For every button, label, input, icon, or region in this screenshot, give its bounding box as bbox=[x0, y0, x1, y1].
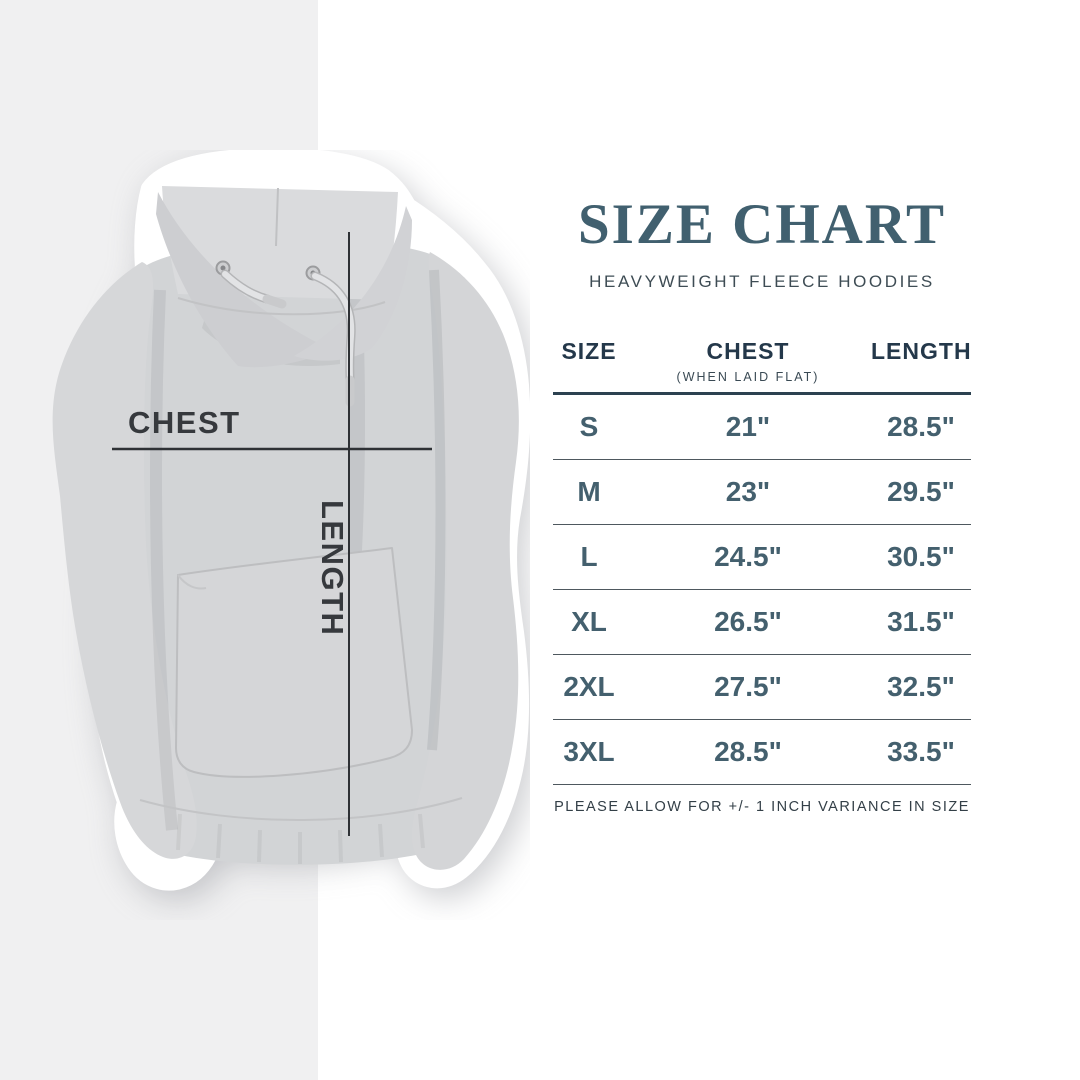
table-row: S 21" 28.5" bbox=[553, 395, 971, 460]
chest-cell: 23" bbox=[725, 476, 771, 507]
column-header-chest: CHEST (WHEN LAID FLAT) bbox=[625, 338, 871, 384]
length-cell: 28.5" bbox=[887, 411, 955, 442]
left-sleeve-seam-shadow bbox=[150, 289, 178, 831]
variance-footnote: PLEASE ALLOW FOR +/- 1 INCH VARIANCE IN … bbox=[554, 799, 970, 815]
chest-header-label: CHEST bbox=[706, 338, 790, 364]
length-header-label: LENGTH bbox=[871, 338, 972, 364]
table-row: 3XL 28.5" 33.5" bbox=[553, 720, 971, 785]
length-cell: 31.5" bbox=[887, 606, 955, 637]
size-chart-table: SIZE CHEST (WHEN LAID FLAT) LENGTH S 21"… bbox=[553, 338, 971, 815]
size-cell: M bbox=[577, 476, 601, 507]
left-eyelet-hole bbox=[220, 265, 226, 271]
length-cell: 29.5" bbox=[887, 476, 955, 507]
collar-seam bbox=[177, 297, 386, 316]
chest-header-subnote: (WHEN LAID FLAT) bbox=[676, 370, 820, 384]
hem-rib-texture bbox=[176, 813, 425, 864]
column-header-size: SIZE bbox=[553, 338, 625, 384]
chest-cell: 28.5" bbox=[714, 736, 782, 767]
hood-right-flap bbox=[294, 206, 412, 361]
page-subtitle: HEAVYWEIGHT FLEECE HOODIES bbox=[589, 272, 935, 291]
chest-cell: 27.5" bbox=[714, 671, 782, 702]
right-sleeve-seam-shadow bbox=[427, 269, 446, 751]
size-cell: 3XL bbox=[563, 736, 615, 767]
chest-cell: 21" bbox=[725, 411, 771, 442]
pocket-corner-stitch bbox=[177, 574, 207, 590]
length-cell: 33.5" bbox=[887, 736, 955, 767]
size-header-label: SIZE bbox=[561, 338, 617, 364]
chest-cell: 24.5" bbox=[714, 541, 782, 572]
table-row: M 23" 29.5" bbox=[553, 460, 971, 525]
table-row: L 24.5" 30.5" bbox=[553, 525, 971, 590]
length-cell: 32.5" bbox=[887, 671, 955, 702]
chest-cell: 26.5" bbox=[714, 606, 782, 637]
hem-seam bbox=[139, 797, 463, 822]
length-cell: 30.5" bbox=[887, 541, 955, 572]
page-title: SIZE CHART bbox=[577, 193, 946, 256]
kangaroo-pocket bbox=[175, 547, 413, 778]
left-drawstring-aglet bbox=[262, 294, 287, 309]
chest-measure-label: CHEST bbox=[128, 405, 241, 440]
table-row: XL 26.5" 31.5" bbox=[553, 590, 971, 655]
hoodie-photo-illustration: CHEST LENGTH bbox=[52, 147, 531, 891]
hoodie-figure: CHEST LENGTH bbox=[10, 147, 531, 920]
size-cell: L bbox=[580, 541, 598, 572]
size-cell: S bbox=[579, 411, 599, 442]
size-cell: XL bbox=[571, 606, 607, 637]
length-measure-label: LENGTH bbox=[315, 500, 350, 636]
hoodie-right-sleeve bbox=[411, 252, 519, 870]
table-row: 2XL 27.5" 32.5" bbox=[553, 655, 971, 720]
hoodie-left-sleeve bbox=[52, 262, 197, 859]
table-header-row: SIZE CHEST (WHEN LAID FLAT) LENGTH bbox=[553, 338, 971, 395]
column-header-length: LENGTH bbox=[871, 338, 971, 384]
size-cell: 2XL bbox=[563, 671, 615, 702]
hood-center-seam bbox=[275, 187, 279, 247]
